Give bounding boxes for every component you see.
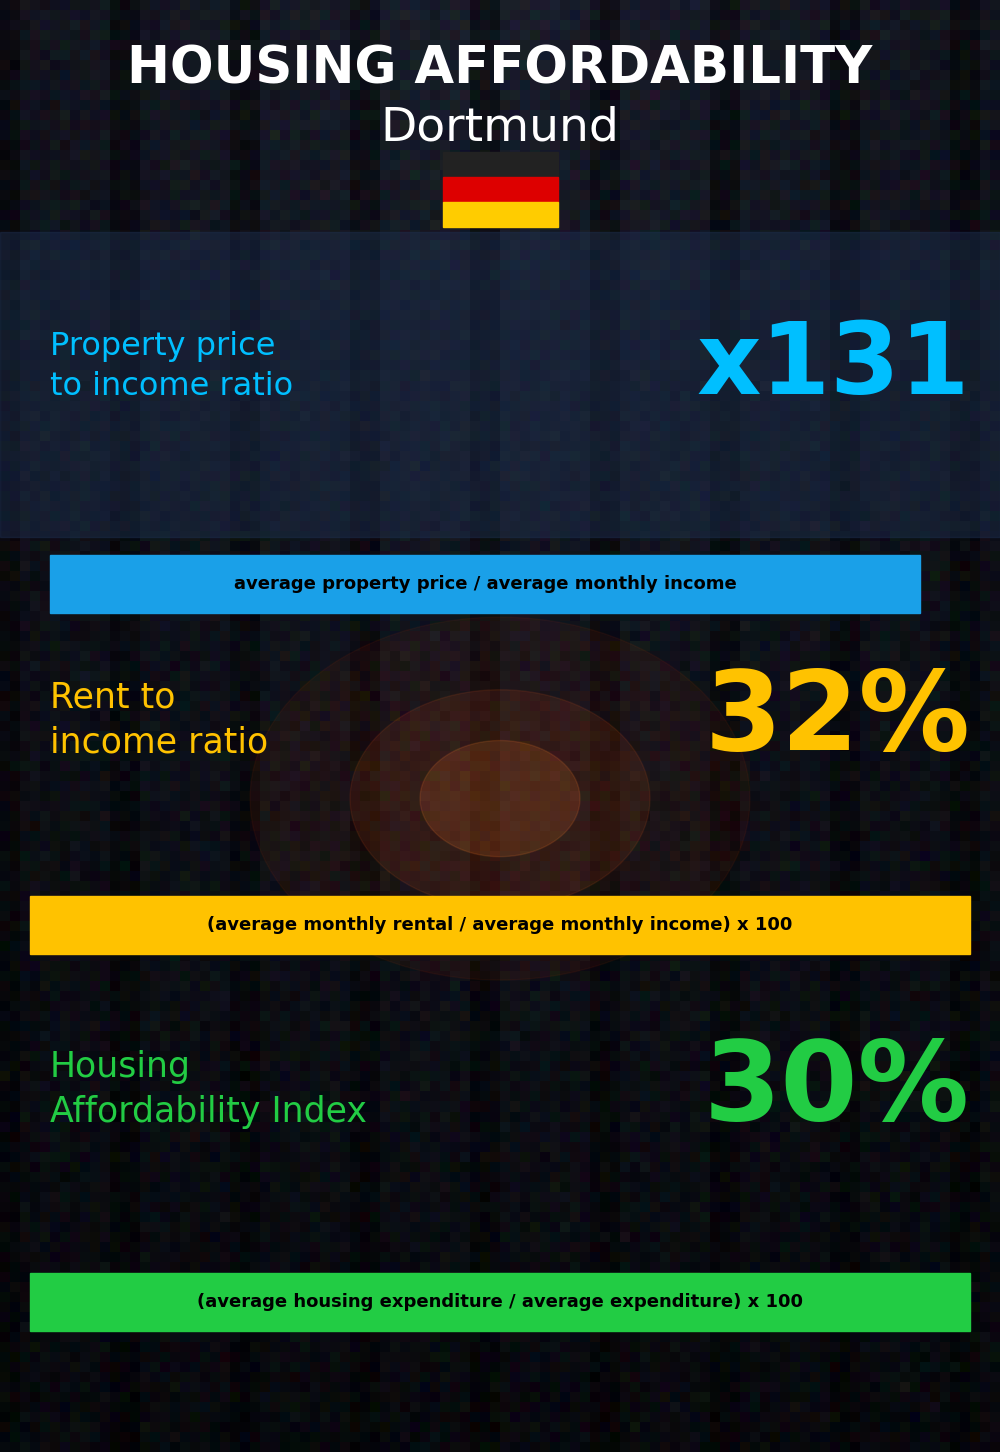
Text: Rent to
income ratio: Rent to income ratio	[50, 681, 268, 759]
Bar	[0, 232, 1000, 537]
Text: Property price
to income ratio: Property price to income ratio	[50, 331, 293, 402]
Text: (average monthly rental / average monthly income) x 100: (average monthly rental / average monthl…	[207, 916, 793, 934]
Text: Dortmund: Dortmund	[381, 106, 619, 150]
Bar	[442, 202, 558, 227]
Polygon shape	[420, 741, 580, 857]
Polygon shape	[250, 617, 750, 980]
Bar	[442, 152, 558, 177]
Polygon shape	[350, 690, 650, 908]
Text: HOUSING AFFORDABILITY: HOUSING AFFORDABILITY	[127, 45, 873, 94]
Bar	[30, 1273, 970, 1331]
Bar	[442, 177, 558, 202]
Text: 32%: 32%	[704, 666, 970, 774]
Text: Housing
Affordability Index: Housing Affordability Index	[50, 1050, 367, 1128]
Bar	[30, 896, 970, 954]
Text: 30%: 30%	[704, 1035, 970, 1143]
Bar	[50, 555, 920, 613]
Text: (average housing expenditure / average expenditure) x 100: (average housing expenditure / average e…	[197, 1294, 803, 1311]
Text: x131: x131	[697, 318, 970, 415]
Text: average property price / average monthly income: average property price / average monthly…	[234, 575, 736, 592]
